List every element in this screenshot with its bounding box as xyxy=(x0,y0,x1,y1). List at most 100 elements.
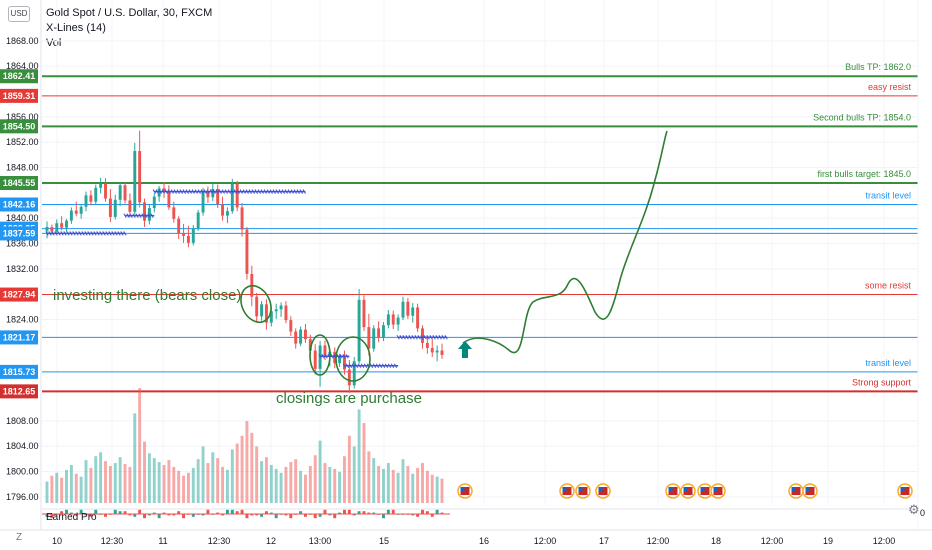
volume-bar xyxy=(162,464,166,503)
candle-body xyxy=(416,307,420,329)
indicator-bar xyxy=(74,514,78,516)
xline-tick xyxy=(99,231,103,236)
candle-body xyxy=(55,223,59,232)
indicator-bar xyxy=(157,514,161,519)
volume-bar xyxy=(113,463,117,503)
xline-tick xyxy=(111,231,115,236)
indicator-bar xyxy=(94,509,98,514)
candle-body xyxy=(411,307,415,316)
event-flag-stripe xyxy=(700,487,710,495)
xline-tick xyxy=(72,231,76,236)
xline-tick xyxy=(438,334,442,340)
volume-bar xyxy=(250,432,254,503)
annotation-text-layer: investing there (bears close) closings a… xyxy=(53,287,422,407)
xline-tick xyxy=(321,353,325,359)
indicator-bar xyxy=(357,511,361,514)
volume-bar xyxy=(328,466,332,503)
xline-tick xyxy=(239,189,243,194)
volume-bar xyxy=(45,481,49,503)
candle-body xyxy=(99,183,103,188)
price-label-box xyxy=(0,69,38,84)
event-flag-stripe xyxy=(713,487,723,495)
indicator-bar xyxy=(338,512,342,514)
xline-tick xyxy=(330,353,334,359)
volume-bar xyxy=(128,466,132,503)
event-flag-icon xyxy=(897,483,913,499)
volume-bar xyxy=(430,474,434,503)
indicator-bar xyxy=(260,514,264,517)
price-label-text: 1859.31 xyxy=(3,91,36,101)
indicator-bar xyxy=(79,509,83,514)
candle-body xyxy=(338,356,342,364)
xline-tick xyxy=(126,213,130,218)
indicator-bar xyxy=(386,509,390,514)
xline-tick xyxy=(357,363,362,368)
event-flag-icon xyxy=(788,483,804,499)
volume-bar xyxy=(216,458,220,503)
candle-body xyxy=(50,227,54,232)
event-flag-icon xyxy=(575,483,591,499)
event-flag-icon xyxy=(802,483,818,499)
event-flag-stripe xyxy=(805,487,815,495)
volume-bar xyxy=(69,464,73,503)
indicator-bar xyxy=(313,514,317,519)
event-flag-icon xyxy=(595,483,611,499)
indicator-bar xyxy=(69,512,73,514)
indicator-bar xyxy=(250,514,254,516)
xline-tick xyxy=(423,334,427,340)
volume-bar xyxy=(206,463,210,503)
indicator-bar xyxy=(362,511,366,514)
candle-body xyxy=(425,342,429,348)
candle-body xyxy=(172,207,176,219)
xline-tick xyxy=(215,189,219,194)
volume-bar xyxy=(235,443,239,503)
gear-icon[interactable]: ⚙ xyxy=(908,502,920,517)
xline-tick xyxy=(129,213,133,218)
x-tick-label: 15 xyxy=(379,536,389,546)
indicator-bar xyxy=(303,514,307,517)
x-tick-label: 19 xyxy=(823,536,833,546)
event-flag-icon xyxy=(457,483,473,499)
indicator-bar xyxy=(367,512,371,514)
volume-bar xyxy=(138,388,142,503)
event-flag-icon xyxy=(697,483,713,499)
grid-layer xyxy=(42,0,918,505)
volume-bar xyxy=(118,457,122,503)
candle-body xyxy=(323,345,327,357)
volume-bar xyxy=(89,467,93,503)
currency-button[interactable]: USD xyxy=(8,6,30,22)
x-tick-label: 17 xyxy=(599,536,609,546)
xline-tick xyxy=(293,189,297,194)
xline-tick xyxy=(57,231,61,236)
xline-tick xyxy=(299,189,303,194)
price-label-box xyxy=(0,287,38,302)
candle-body xyxy=(299,329,303,344)
xline-tick xyxy=(260,189,264,194)
indicator-bar xyxy=(382,514,385,519)
volume-bar xyxy=(333,468,337,503)
indicator-bar xyxy=(343,509,346,514)
price-label-box xyxy=(0,384,38,399)
price-label-text: 1842.16 xyxy=(3,199,36,209)
xline-tick xyxy=(188,189,192,194)
annotation-ellipse-1 xyxy=(240,284,272,324)
xline-tick xyxy=(90,231,94,236)
indicator-bar xyxy=(347,509,351,514)
xline-tick xyxy=(342,353,346,359)
price-label-text: 1862.41 xyxy=(3,71,36,81)
volume-bar xyxy=(108,465,112,503)
candle-body xyxy=(69,210,73,221)
candle-body xyxy=(128,200,132,212)
y-tick-label: 1864.00 xyxy=(6,61,39,71)
candle-body xyxy=(333,351,337,364)
candle-body xyxy=(45,227,49,231)
indicator-xlines-label[interactable]: X-Lines (14) xyxy=(46,22,106,34)
indicator-bar xyxy=(269,512,273,514)
xline-tick xyxy=(194,189,198,194)
xline-tick xyxy=(396,334,400,340)
indicator-bar xyxy=(225,509,229,514)
price-label-box xyxy=(0,226,38,241)
xline-tick xyxy=(203,189,207,194)
xline-tick xyxy=(435,334,439,340)
